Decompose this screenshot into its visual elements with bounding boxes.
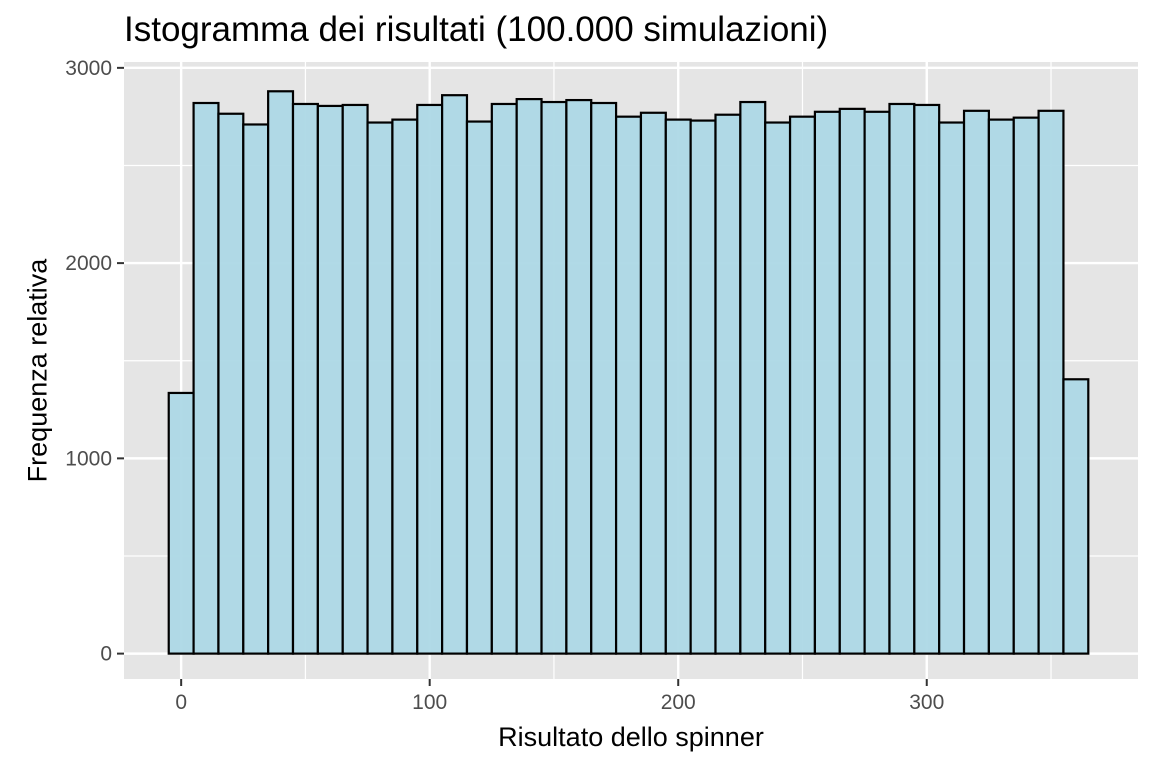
histogram-bar	[267, 90, 295, 655]
histogram-bar	[217, 112, 245, 655]
histogram-bar	[664, 118, 692, 655]
histogram-bar	[316, 104, 344, 655]
histogram-bar	[1012, 116, 1040, 655]
histogram-bars	[167, 90, 1090, 655]
histogram-bar	[913, 103, 941, 655]
histogram-bar	[242, 123, 270, 655]
histogram-bar	[689, 119, 717, 655]
histogram-bar	[764, 121, 792, 655]
histogram-bar	[167, 391, 195, 655]
y-tick-label: 3000	[65, 57, 112, 80]
histogram-bar	[565, 98, 593, 655]
y-axis-title: Frequenza relativa	[22, 258, 52, 483]
histogram-bar	[291, 102, 319, 655]
histogram-bar	[863, 110, 891, 655]
histogram-bar	[838, 107, 866, 655]
histogram-bar	[714, 113, 742, 655]
y-tick-label: 1000	[65, 447, 112, 470]
y-tick-label: 2000	[65, 252, 112, 275]
x-tick-label: 100	[412, 691, 447, 714]
x-axis: 0 100 200 300	[175, 679, 944, 714]
histogram-bar	[441, 94, 469, 655]
histogram-bar	[962, 109, 990, 655]
x-tick-label: 300	[909, 691, 944, 714]
histogram-bar	[465, 120, 493, 655]
y-axis: 0 1000 2000 3000	[65, 57, 124, 666]
histogram-bar	[1037, 109, 1065, 655]
histogram-bar	[590, 101, 618, 655]
histogram-bar	[192, 101, 220, 655]
histogram-bar	[813, 110, 841, 655]
histogram-bar	[366, 121, 394, 655]
histogram-bar	[341, 103, 369, 655]
y-tick-label: 0	[100, 643, 112, 666]
histogram-bar	[639, 111, 667, 655]
histogram-bar	[515, 97, 543, 655]
histogram-bar	[416, 103, 444, 655]
x-tick-label: 0	[175, 691, 187, 714]
histogram-bar	[540, 100, 568, 655]
histogram-bar	[788, 115, 817, 655]
histogram-bar	[1062, 378, 1090, 655]
x-axis-title: Risultato dello spinner	[498, 722, 764, 752]
histogram-bar	[490, 102, 518, 655]
histogram-bar	[938, 121, 966, 655]
chart-title: Istogramma dei risultati (100.000 simula…	[124, 10, 829, 49]
x-tick-label: 200	[661, 691, 696, 714]
histogram-bar	[888, 102, 916, 655]
histogram-bar	[391, 118, 419, 655]
histogram-bar	[739, 100, 767, 655]
histogram-bar	[987, 118, 1015, 655]
histogram-bar	[614, 115, 643, 655]
